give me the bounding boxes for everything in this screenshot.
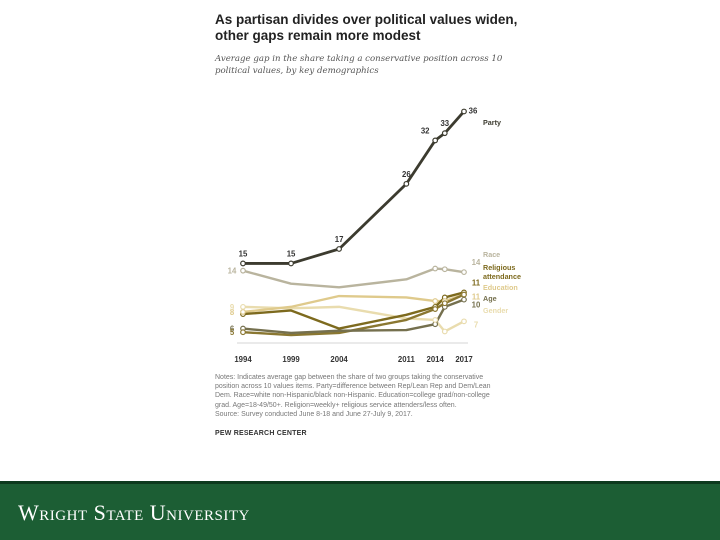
data-point [432,298,439,304]
data-label-start: 8 [230,308,235,317]
data-point [403,180,410,187]
data-label-end: 7 [474,320,478,329]
data-label-end: 11 [472,293,481,302]
x-tick-label: 2011 [398,355,416,364]
data-label-party: 15 [287,249,296,258]
data-label-party: 33 [440,119,449,128]
data-point [461,291,467,298]
legend-label: Religious [483,263,515,272]
data-point [288,260,294,267]
data-label-end: 10 [472,301,481,310]
notes-line-5: Source: Survey conducted June 8-18 and J… [215,410,413,418]
data-point [461,318,467,325]
data-point [461,108,467,115]
data-point [240,309,246,315]
data-label-party: 15 [239,249,248,258]
notes-line-4: grad. Age=18-49/50+. Religion=weekly+ re… [215,401,457,409]
chart-figure: As partisan divides over political value… [215,0,535,470]
legend-label: attendance [483,272,521,281]
series-line-race [241,267,466,289]
legend-label: Age [483,294,497,303]
university-footer: Wright State University [0,481,720,540]
university-wordmark: Wright State University [18,500,250,525]
legend-label: Education [483,283,518,292]
data-label-start: 5 [230,328,235,337]
chart-notes: Notes: Indicates average gap between the… [215,373,527,419]
notes-line-3: Dem. Race=white non-Hispanic/black non-H… [215,392,490,400]
data-point [240,260,246,267]
data-point [240,267,246,274]
source-org: PEW RESEARCH CENTER [215,430,307,437]
chart-subtitle: Average gap in the share taking a conser… [215,54,503,76]
notes-line-2: position across 10 values items. Party=d… [215,383,491,391]
data-label-start: 9 [230,303,235,312]
notes-line-1: Notes: Indicates average gap between the… [215,374,484,381]
line-chart: 1994 1999 2004 2011 2014 2017 15 15 17 26 32 33 36 14… [228,106,521,364]
data-point [441,266,448,273]
data-point [441,300,448,307]
x-tick-label: 2004 [330,355,348,364]
data-point [432,316,439,323]
data-point [432,306,439,312]
x-tick-label: 2017 [455,355,472,364]
data-point [240,303,246,310]
x-tick-label: 1994 [234,355,252,364]
legend-label: Gender [483,306,508,315]
x-tick-label: 1999 [282,355,300,364]
data-point [461,269,467,276]
chart-title: As partisan divides over political value… [215,12,535,44]
data-label-party: 26 [402,170,411,179]
data-label-start: 14 [228,267,237,276]
data-point [461,296,467,303]
data-label-end: 11 [472,278,481,287]
data-label-party: 17 [335,235,344,244]
series-line-age [241,298,466,335]
chart-title-line-1: As partisan divides over political value… [215,12,518,27]
data-label-party: 32 [421,126,430,135]
data-point [441,328,448,335]
data-point [441,130,448,137]
data-point [240,329,246,336]
x-tick-label: 2014 [426,355,444,364]
data-label-end: 14 [472,258,481,267]
data-point [432,265,439,272]
series-line-party [241,110,466,265]
legend-label: Party [483,118,501,127]
legend-label: Race [483,250,500,259]
data-point [432,137,439,144]
data-point [336,246,342,252]
data-label-party: 36 [469,106,478,115]
data-label-start: 6 [230,325,235,334]
chart-title-line-2: other gaps remain more modest [215,28,421,43]
